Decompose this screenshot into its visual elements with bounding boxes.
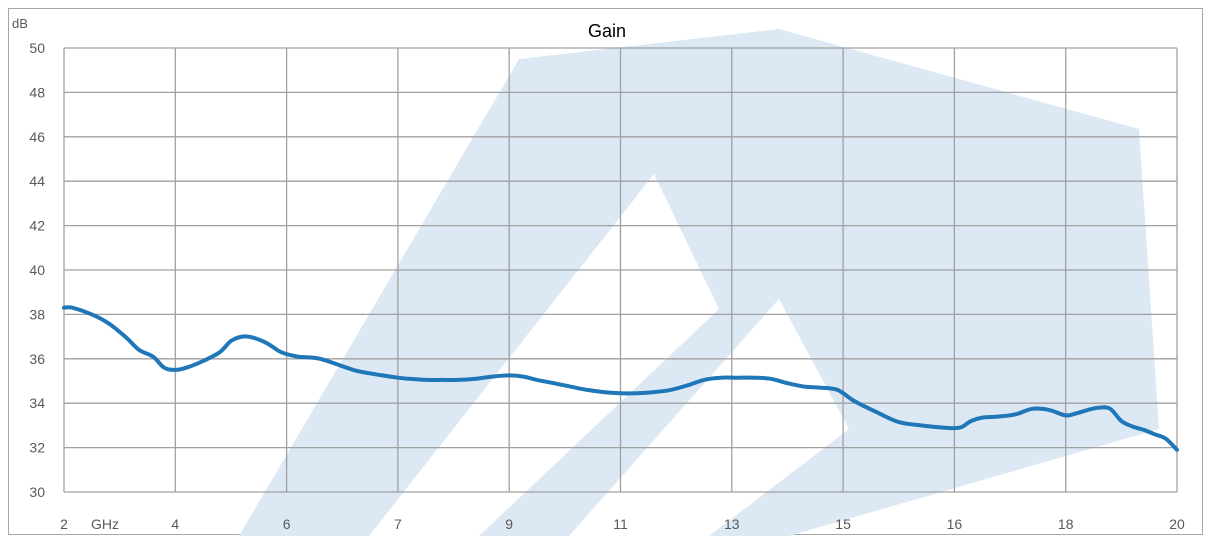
x-tick-label: 4 (171, 516, 179, 532)
x-tick-label: 2 (60, 516, 68, 532)
y-tick-label: 40 (29, 262, 45, 278)
y-tick-label: 32 (29, 440, 45, 456)
x-tick-label: 6 (283, 516, 291, 532)
x-tick-label: 13 (724, 516, 740, 532)
x-tick-label: 15 (835, 516, 851, 532)
y-tick-label: 42 (29, 218, 45, 234)
series-layer (62, 305, 1179, 452)
x-axis-unit-label: GHz (91, 516, 119, 532)
x-tick-label: 9 (505, 516, 513, 532)
watermark-gap-1 (369, 174, 719, 536)
chart-frame: 30 32 34 36 38 40 42 44 46 48 50 2 4 6 7 9 11 13 15 16 18 20… (8, 8, 1203, 536)
y-tick-label: 30 (29, 484, 45, 500)
watermark-logo (239, 29, 1159, 536)
y-tick-label: 46 (29, 129, 45, 145)
y-tick-label: 36 (29, 351, 45, 367)
y-tick-label: 48 (29, 84, 45, 100)
chart-title: Gain (588, 21, 626, 41)
x-tick-label: 11 (613, 516, 628, 532)
x-tick-labels: 2 4 6 7 9 11 13 15 16 18 20 (60, 516, 1185, 532)
y-axis-unit-label: dB (12, 16, 28, 31)
x-tick-label: 16 (947, 516, 963, 532)
gain-series-line (62, 305, 1179, 452)
y-tick-label: 50 (29, 40, 45, 56)
x-tick-label: 7 (394, 516, 402, 532)
x-tick-label: 20 (1169, 516, 1185, 532)
y-tick-labels: 30 32 34 36 38 40 42 44 46 48 50 (29, 40, 45, 500)
y-tick-label: 38 (29, 306, 45, 322)
x-tick-label: 18 (1058, 516, 1074, 532)
y-tick-label: 44 (29, 173, 45, 189)
y-tick-label: 34 (29, 395, 45, 411)
grid (63, 47, 1178, 493)
